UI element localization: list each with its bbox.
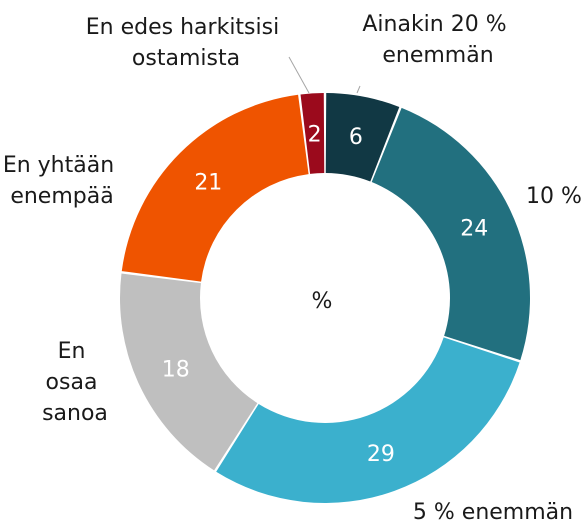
category-label-en-edes-harkitsisi: En edes harkitsisi ostamista <box>86 15 286 71</box>
slice-1 <box>371 107 530 361</box>
category-label-ainakin-20: Ainakin 20 % enemmän <box>362 12 513 68</box>
slice-5 <box>300 93 325 174</box>
slice-value-label-2: 29 <box>367 442 395 467</box>
leader-line-ainakin-20 <box>356 85 361 94</box>
slice-value-label-1: 24 <box>460 217 488 242</box>
center-label: % <box>312 289 333 314</box>
slices-layer <box>119 93 530 503</box>
slice-value-label-0: 6 <box>349 125 363 150</box>
category-labels-layer: Ainakin 20 % enemmän 10 % 5 % enemmän En… <box>3 12 582 525</box>
slice-value-label-4: 21 <box>194 170 222 195</box>
slice-0 <box>325 93 400 182</box>
slice-value-label-3: 18 <box>162 357 190 382</box>
category-label-5-enemman: 5 % enemmän <box>413 500 573 525</box>
slice-value-label-5: 2 <box>308 122 322 147</box>
slice-2 <box>216 337 520 503</box>
slice-4 <box>121 94 309 282</box>
slice-3 <box>119 273 258 471</box>
category-label-en-osaa-sanoa: En osaa sanoa <box>42 339 108 426</box>
value-labels-layer: 6 24 29 18 21 2 <box>162 122 489 467</box>
leader-line-en-edes-harkitsisi <box>288 56 310 94</box>
category-label-en-yhtaan-enempaa: En yhtään enempää <box>3 153 121 209</box>
category-label-10: 10 % <box>526 184 582 209</box>
